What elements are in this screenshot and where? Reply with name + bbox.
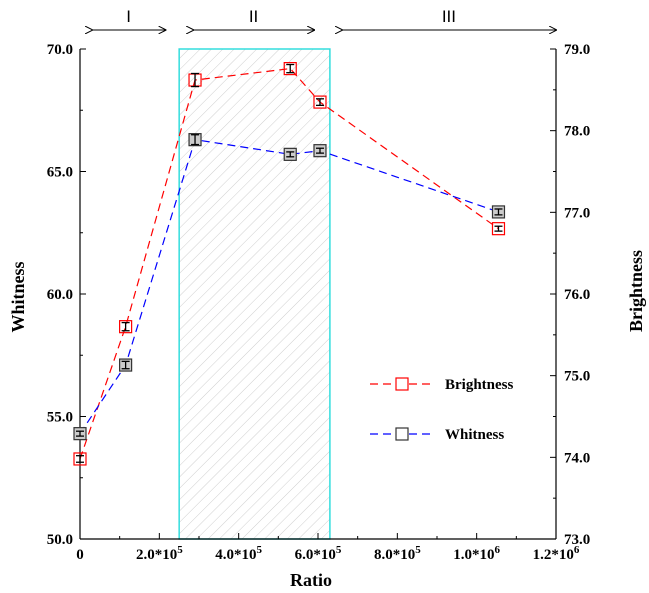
brightness-point	[313, 95, 327, 109]
x-tick-label: 4.0*105	[215, 544, 262, 563]
region-label: I	[126, 7, 131, 26]
y-right-tick-label: 74.0	[564, 450, 590, 466]
y-left-tick-label: 70.0	[47, 42, 73, 58]
x-tick-label: 0	[76, 547, 84, 563]
y-right-tick-label: 75.0	[564, 369, 590, 385]
y-right-tick-label: 77.0	[564, 205, 590, 221]
brightness-point	[119, 320, 133, 334]
brightness-point	[491, 222, 506, 236]
y-left-tick-label: 50.0	[47, 532, 73, 548]
x-tick-label: 1.2*106	[533, 544, 580, 563]
x-tick-label: 2.0*105	[136, 544, 183, 563]
x-axis-title: Ratio	[290, 570, 332, 590]
region-label: II	[249, 7, 258, 26]
y-left-tick-label: 65.0	[47, 165, 73, 181]
x-tick-label: 1.0*106	[453, 544, 500, 563]
legend-whitness-marker	[395, 427, 409, 441]
brightness-line	[79, 67, 499, 460]
y-left-tick-label: 55.0	[47, 410, 73, 426]
region-label: III	[442, 7, 456, 26]
x-tick-label: 8.0*105	[374, 544, 421, 563]
brightness-point	[73, 452, 87, 466]
legend-whitness-label: Whitness	[445, 427, 504, 443]
y-axis-right-title: Brightness	[626, 250, 646, 332]
brightness-point	[283, 61, 297, 76]
y-right-tick-label: 76.0	[564, 287, 590, 303]
whitness-line	[79, 138, 499, 434]
legend-brightness-marker	[395, 377, 409, 391]
legend: Brightness Whitness	[370, 377, 514, 443]
highlight-region	[178, 48, 331, 540]
y-left-tick-label: 60.0	[47, 287, 73, 303]
x-tick-label: 6.0*105	[295, 544, 342, 563]
y-axis-left-title: Whitness	[8, 261, 28, 332]
y-right-tick-label: 79.0	[564, 42, 590, 58]
legend-brightness-label: Brightness	[445, 377, 514, 393]
y-right-tick-label: 78.0	[564, 124, 590, 140]
y-right-tick-label: 73.0	[564, 532, 590, 548]
